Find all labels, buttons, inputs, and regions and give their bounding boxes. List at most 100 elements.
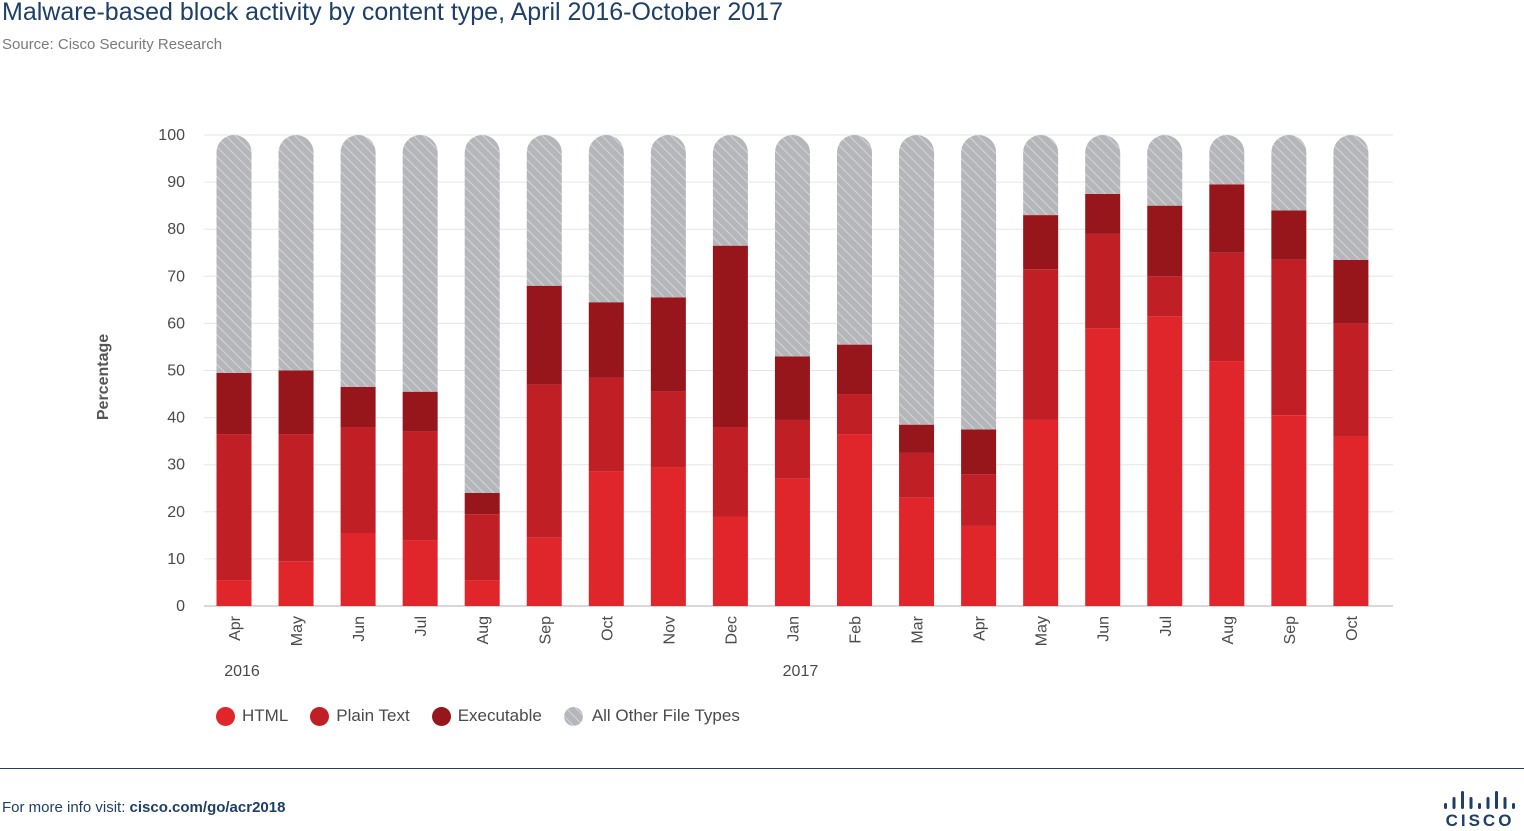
bar-segment-executable xyxy=(899,424,935,453)
bar-segment-html xyxy=(402,540,438,606)
x-tick-label: Apr xyxy=(227,615,244,641)
bar-segment-executable xyxy=(1209,184,1245,253)
bar-segment-html xyxy=(774,478,810,606)
legend-swatch-plain-text xyxy=(310,706,330,726)
y-tick-label: 100 xyxy=(158,127,185,144)
bar-segment-executable xyxy=(588,302,624,378)
legend-swatch-executable xyxy=(431,706,451,726)
legend-item-other: All Other File Types xyxy=(563,706,740,726)
bar-stack xyxy=(1271,135,1307,606)
logo-bar xyxy=(1503,797,1507,809)
bar-segment-plain-text xyxy=(1209,252,1245,362)
footer-link[interactable]: cisco.com/go/acr2018 xyxy=(129,799,286,816)
bar-segment-html xyxy=(216,580,252,606)
y-tick-label: 40 xyxy=(167,410,185,427)
bar-segment-other xyxy=(278,135,314,371)
bar-segment-html xyxy=(712,516,748,606)
x-tick-label: Jun xyxy=(351,616,368,642)
bar-segment-html xyxy=(1209,361,1245,606)
bar-segment-plain-text xyxy=(1085,233,1121,329)
legend-item-executable: Executable xyxy=(431,706,542,726)
bar-segment-other xyxy=(526,135,562,286)
bar-segment-html xyxy=(588,471,624,606)
cisco-logo-bars-icon xyxy=(1444,791,1515,809)
logo-bar xyxy=(1469,797,1473,809)
chart-area: 0 10 20 30 40 50 60 70 80 90 100 Apr May Jun Jul Aug Se… xyxy=(95,127,1393,680)
bar-segment-plain-text xyxy=(899,452,935,498)
bar-segment-html xyxy=(899,497,935,606)
year-label: 2016 xyxy=(224,663,260,680)
bar-segment-executable xyxy=(961,429,997,475)
logo-bar xyxy=(1495,791,1498,809)
bar-segment-html xyxy=(526,537,562,606)
bar-stack xyxy=(588,135,624,606)
chart-title: Malware-based block activity by content … xyxy=(2,0,783,26)
x-tick-label: Jun xyxy=(1096,616,1113,642)
bar-stack xyxy=(464,135,500,606)
bar-segment-executable xyxy=(1023,215,1059,270)
legend-label-plain-text: Plain Text xyxy=(336,706,410,725)
bar-segment-executable xyxy=(340,386,376,428)
bar-segment-other xyxy=(340,135,376,387)
x-tick-label: Oct xyxy=(1344,615,1361,640)
legend: HTML Plain Text Executable All Other Fil… xyxy=(216,706,762,726)
y-tick-label: 0 xyxy=(176,598,185,615)
bar-segment-html xyxy=(650,467,686,606)
x-tick-label: Feb xyxy=(848,616,865,644)
bar-segment-plain-text xyxy=(464,514,500,581)
cisco-logo-text: CISCO xyxy=(1445,811,1515,830)
bar-stack xyxy=(774,135,810,606)
x-tick-label: Aug xyxy=(475,616,492,644)
x-tick-label: Nov xyxy=(661,616,678,644)
chart-source: Source: Cisco Security Research xyxy=(2,36,223,53)
logo-bar xyxy=(1478,803,1481,809)
bar-segment-html xyxy=(1085,328,1121,606)
footer-prefix: For more info visit: xyxy=(2,799,130,816)
y-tick-label: 10 xyxy=(167,551,185,568)
legend-label-html: HTML xyxy=(242,706,289,725)
bar-segment-executable xyxy=(1271,210,1307,260)
bar-segment-executable xyxy=(650,297,686,392)
bar-stack xyxy=(216,135,252,606)
x-tick-label: Jul xyxy=(1158,616,1175,636)
bar-segment-plain-text xyxy=(340,427,376,533)
bar-stack xyxy=(1147,135,1183,606)
bar-segment-plain-text xyxy=(650,391,686,468)
bar-segment-plain-text xyxy=(588,377,624,472)
bar-segment-executable xyxy=(774,356,810,420)
bar-segment-html xyxy=(464,580,500,606)
bar-segment-plain-text xyxy=(278,434,314,562)
bar-segment-other xyxy=(1147,135,1183,206)
x-tick-label: Aug xyxy=(1220,616,1237,644)
bar-segment-executable xyxy=(278,370,314,435)
bar-segment-executable xyxy=(1147,205,1183,277)
x-tick-label: Jul xyxy=(413,616,430,636)
bar-segment-executable xyxy=(1333,259,1369,324)
bar-segment-plain-text xyxy=(774,419,810,479)
bar-segment-plain-text xyxy=(712,427,748,517)
y-axis: 0 10 20 30 40 50 60 70 80 90 100 xyxy=(158,127,185,615)
bar-segment-other xyxy=(588,135,624,303)
bar-segment-other xyxy=(712,135,748,246)
bar-segment-other xyxy=(1085,135,1121,194)
bar-segment-plain-text xyxy=(1023,269,1059,420)
legend-swatch-other xyxy=(563,706,583,726)
y-tick-label: 80 xyxy=(167,221,185,238)
y-tick-label: 50 xyxy=(167,363,185,380)
footer: For more info visit: cisco.com/go/acr201… xyxy=(2,799,285,816)
bar-stack xyxy=(402,135,438,606)
bar-segment-html xyxy=(278,561,314,606)
bar-stack xyxy=(1023,135,1059,606)
x-tick-label: Jan xyxy=(785,616,802,642)
bar-segment-plain-text xyxy=(1271,259,1307,416)
y-tick-label: 30 xyxy=(167,457,185,474)
logo-bar xyxy=(1512,803,1515,809)
bar-segment-executable xyxy=(1085,193,1121,234)
bar-segment-other xyxy=(961,135,997,430)
bar-segment-html xyxy=(1333,436,1369,606)
x-tick-label: May xyxy=(289,616,306,646)
bar-segment-html xyxy=(340,532,376,606)
x-tick-label: Sep xyxy=(537,616,554,645)
logo-bar xyxy=(1444,803,1447,809)
bar-segment-html xyxy=(1271,415,1307,606)
